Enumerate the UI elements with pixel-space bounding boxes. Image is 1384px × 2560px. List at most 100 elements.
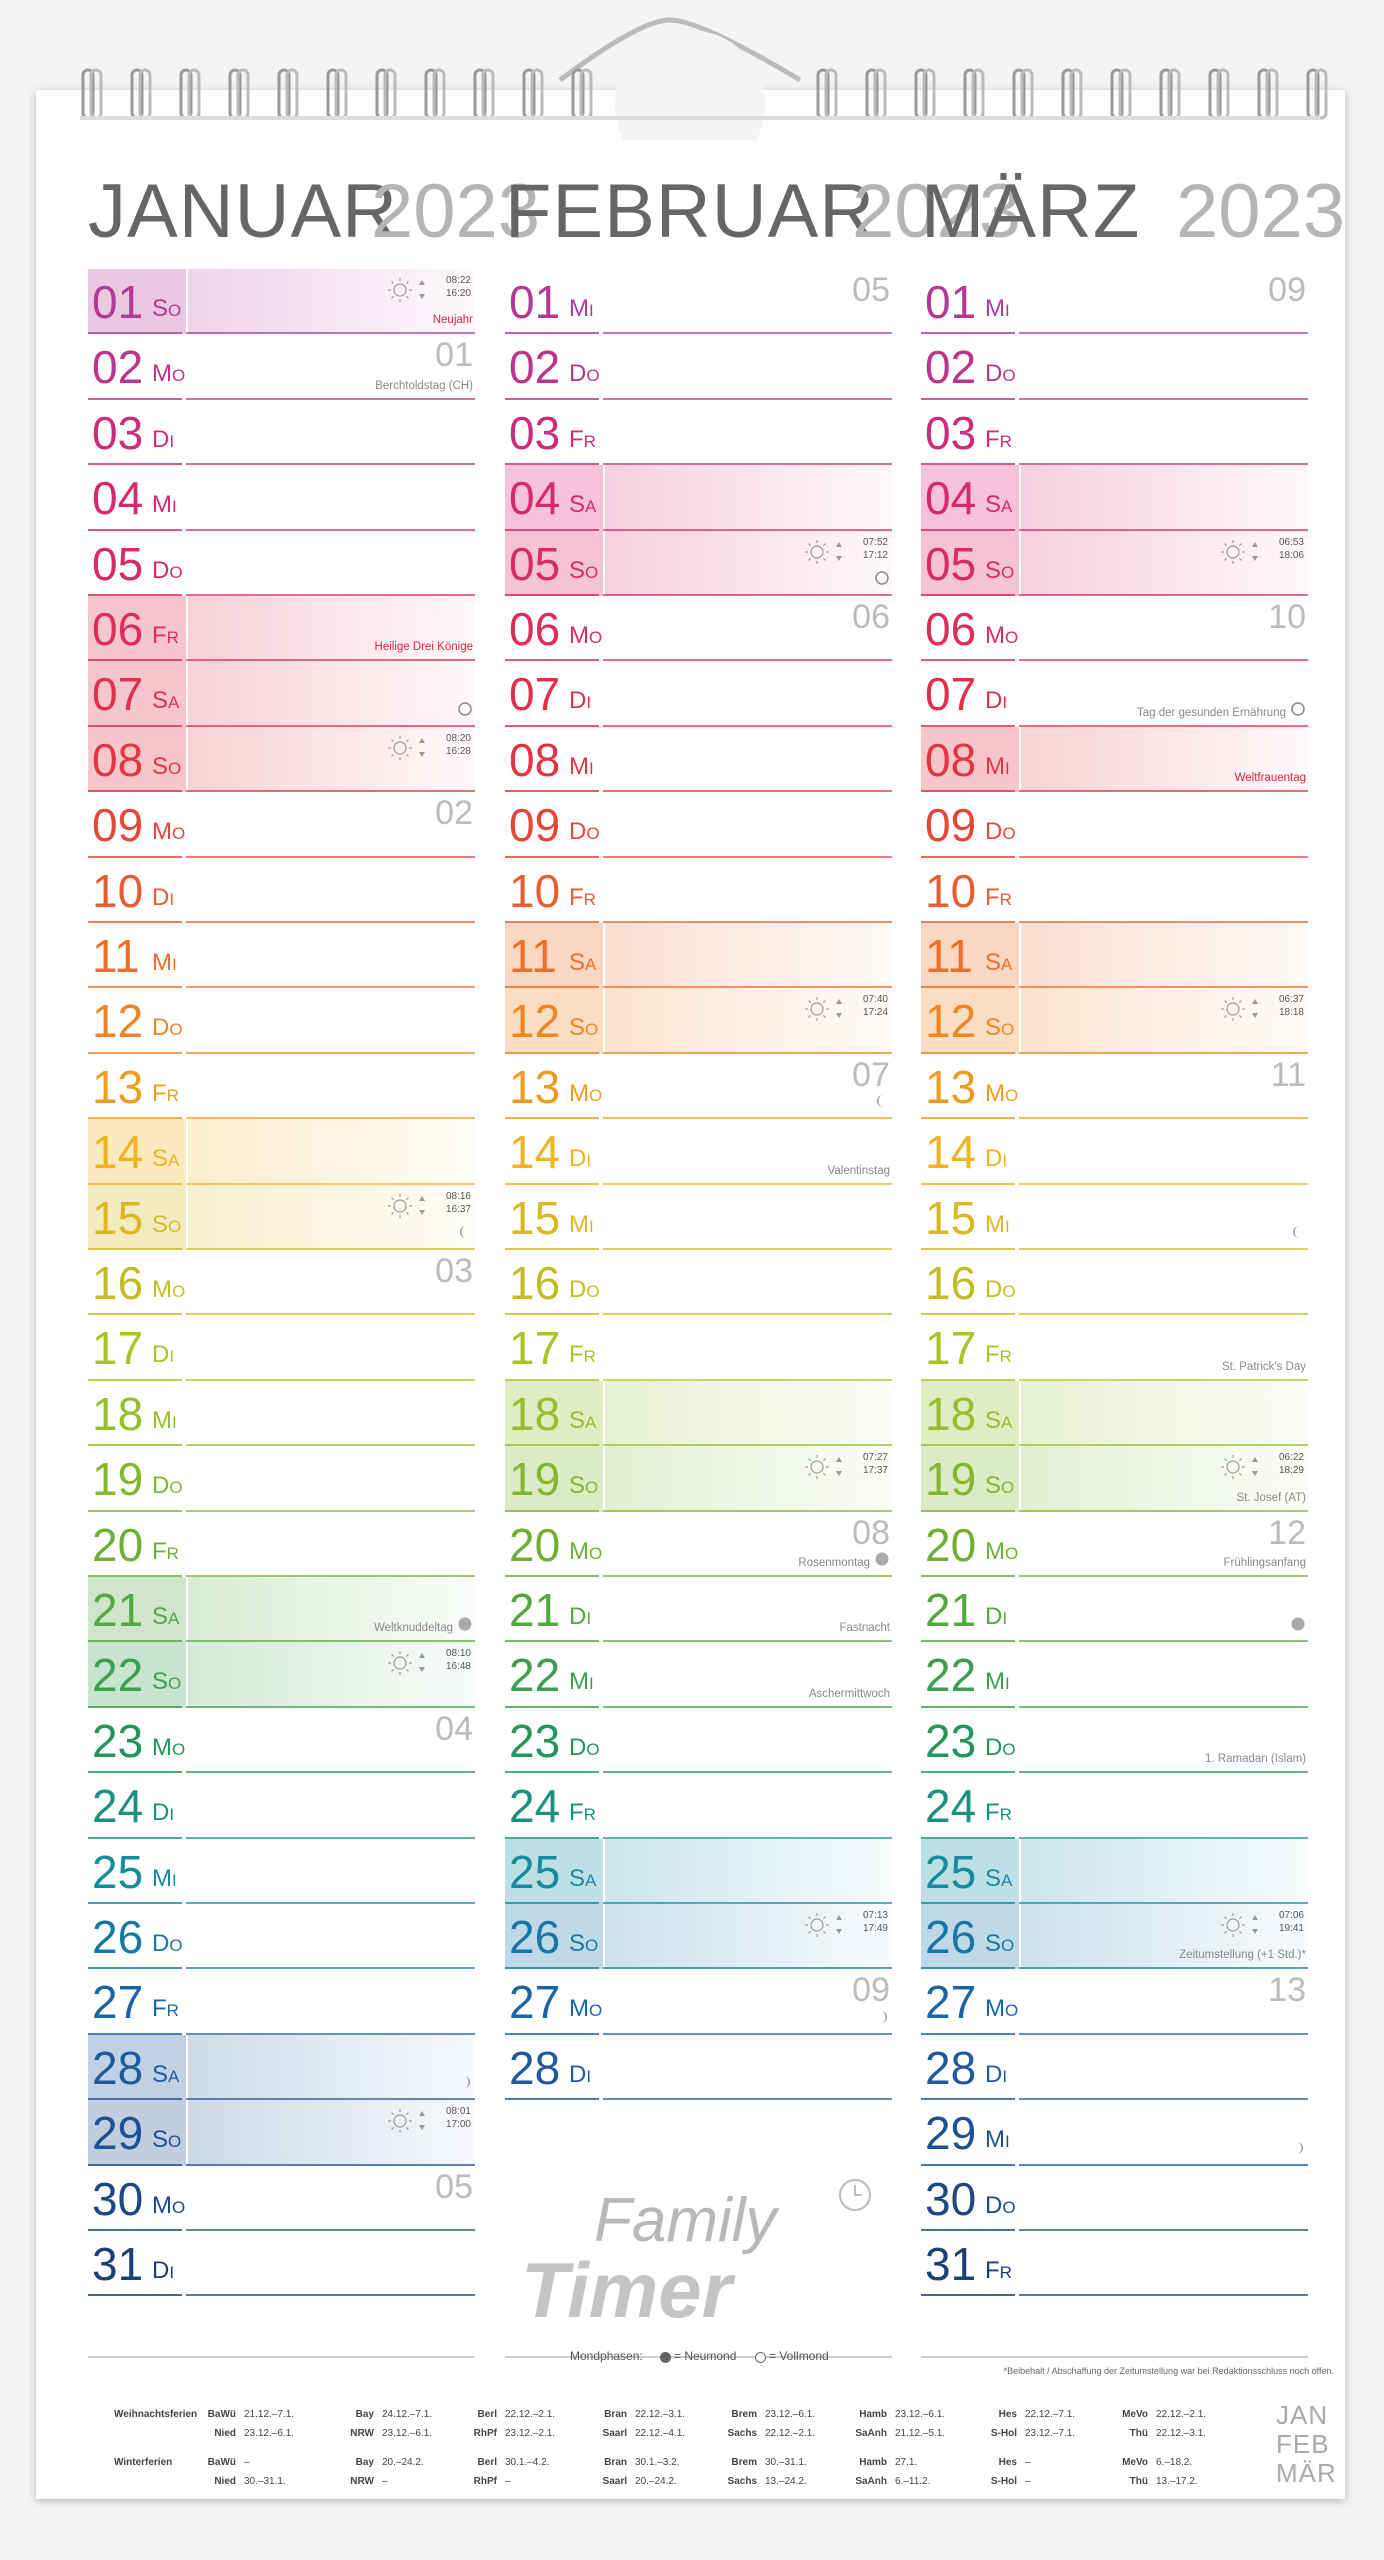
- weekday: Di: [152, 1341, 175, 1369]
- day-line: [88, 1901, 182, 1904]
- day-line: [603, 1051, 892, 1054]
- day-line: [603, 332, 892, 335]
- day-line: [603, 528, 892, 531]
- day-divider: [1019, 1773, 1021, 1839]
- day-line: [186, 1967, 475, 1970]
- day-line: [1019, 1378, 1308, 1381]
- holiday-dates: 22.12.–2.1.: [765, 2428, 816, 2439]
- day-line: [603, 1836, 892, 1839]
- day-note: Weltfrauentag: [1234, 772, 1306, 785]
- week-number: 05: [852, 271, 890, 309]
- moon-phase: [1293, 1225, 1299, 1238]
- day-row: 22 Mi: [921, 1642, 1308, 1708]
- day-line: [921, 1247, 1015, 1250]
- weekday: Mo: [985, 1537, 1019, 1565]
- day-divider: [1019, 1380, 1021, 1447]
- day-number: 06: [92, 603, 144, 655]
- day-line: [505, 397, 599, 400]
- day-number: 17: [509, 1322, 561, 1375]
- holiday-type: Winterferien: [114, 2457, 173, 2468]
- day-number: 29: [925, 2107, 977, 2160]
- day-number: 12: [925, 995, 977, 1048]
- weekday: Mo: [569, 1079, 603, 1107]
- day-divider: [603, 269, 605, 335]
- day-line: [603, 855, 892, 858]
- weekday: Fr: [152, 622, 179, 649]
- holiday-dates: –: [382, 2476, 388, 2487]
- day-line: [1019, 920, 1308, 923]
- day-row: 30 Mo 05: [88, 2165, 475, 2231]
- day-line: [1019, 593, 1308, 596]
- day-divider: [603, 1969, 605, 2035]
- day-row: 04 Sa: [505, 465, 892, 531]
- weekday: So: [569, 1014, 599, 1042]
- weekday: Fr: [985, 2257, 1012, 2284]
- day-divider: [1019, 1315, 1021, 1381]
- weekday: Di: [152, 883, 175, 911]
- day-note: St. Josef (AT): [1236, 1491, 1306, 1504]
- sun-icon: [388, 2109, 425, 2134]
- weekday: Fr: [985, 425, 1012, 453]
- holiday-dates: 23.12.–6.1.: [244, 2428, 295, 2439]
- weekday: Sa: [985, 491, 1013, 519]
- day-line: [88, 332, 182, 335]
- weekday: So: [569, 1472, 599, 1500]
- day-number: 15: [92, 1191, 144, 1244]
- weekday: Mi: [152, 491, 177, 519]
- day-line: [186, 1705, 475, 1708]
- day-divider: [603, 1904, 605, 1970]
- holiday-dates: 22.12.–2.1.: [505, 2409, 556, 2420]
- logo-timer: Timer: [521, 2246, 732, 2334]
- week-number: 02: [435, 794, 473, 833]
- weekday: Mo: [569, 1995, 603, 2023]
- day-line: [603, 1117, 892, 1120]
- day-row: 15 So 08:16 16:37: [88, 1184, 475, 1250]
- day-divider: [1019, 792, 1021, 858]
- day-row: 31 Fr: [921, 2231, 1308, 2297]
- day-line: [186, 1574, 475, 1577]
- day-number: 14: [925, 1126, 977, 1179]
- day-line: [186, 1051, 475, 1054]
- day-line: [1019, 2098, 1308, 2101]
- day-line: [505, 920, 599, 923]
- day-divider: [603, 1707, 605, 1774]
- day-row: 12 So 07:40 17:24: [505, 988, 892, 1054]
- day-line: [186, 2032, 475, 2035]
- day-row: 27 Fr: [88, 1969, 475, 2035]
- holiday-dates: 23.12.–6.1.: [895, 2409, 946, 2420]
- day-divider: [603, 1315, 605, 1381]
- day-line: [603, 1705, 892, 1708]
- day-row: 02 Mo 01 Berchtoldstag (CH): [88, 334, 475, 400]
- day-line: [186, 1378, 475, 1381]
- day-row: 18 Mi: [88, 1380, 475, 1447]
- day-line: [186, 1901, 475, 1904]
- sun-icon: [388, 1193, 425, 1218]
- day-row: 25 Mi: [88, 1838, 475, 1904]
- day-line: [1019, 659, 1308, 662]
- day-line: [186, 397, 475, 400]
- day-line: [1019, 1574, 1308, 1577]
- legend-title: Mondphasen:: [570, 2349, 643, 2363]
- day-line: [88, 659, 182, 662]
- day-line: [88, 1247, 182, 1250]
- sunset: 18:18: [1278, 1007, 1304, 1019]
- day-row: 25 Sa: [505, 1838, 892, 1904]
- sunrise: 08:01: [445, 2106, 471, 2118]
- day-line: [88, 920, 182, 923]
- day-line: [88, 1836, 182, 1839]
- weekday: Sa: [152, 687, 180, 715]
- weekday: So: [569, 1930, 599, 1957]
- day-number: 19: [925, 1453, 977, 1506]
- weekday: Mo: [152, 1276, 186, 1303]
- day-divider: [1019, 988, 1021, 1054]
- day-divider: [186, 465, 188, 531]
- month-name: MÄRZ: [921, 169, 1141, 254]
- day-row: 14 Di: [921, 1119, 1308, 1185]
- holiday-dates: 23.12.–6.1.: [382, 2428, 433, 2439]
- day-line: [603, 1313, 892, 1316]
- weekday: Fr: [985, 883, 1012, 911]
- day-line: [186, 659, 475, 662]
- week-number: 08: [852, 1513, 890, 1552]
- day-row: 10 Fr: [505, 857, 892, 923]
- day-line: [505, 1640, 599, 1643]
